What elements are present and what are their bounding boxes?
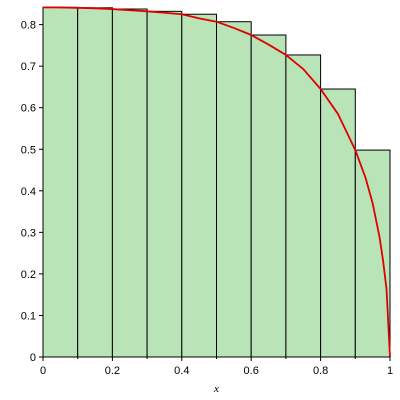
bar-10 bbox=[354, 149, 391, 358]
y-tick-label: 0.7 bbox=[21, 61, 36, 73]
bar-8 bbox=[285, 54, 322, 358]
x-tick-label: 1 bbox=[387, 365, 393, 377]
y-tick-label: 0.6 bbox=[21, 103, 36, 115]
y-tick-label: 0 bbox=[30, 352, 36, 364]
x-tick-label: 0 bbox=[40, 365, 46, 377]
x-tick-label: 0.8 bbox=[313, 365, 328, 377]
x-tick-label: 0.6 bbox=[244, 365, 259, 377]
y-tick-label: 0.4 bbox=[21, 186, 36, 198]
x-tick-label: 0.4 bbox=[174, 365, 189, 377]
bar-4 bbox=[146, 10, 183, 358]
bar-6 bbox=[216, 21, 252, 358]
y-tick-label: 0.1 bbox=[21, 310, 36, 322]
bar-2 bbox=[77, 7, 113, 358]
curve-line bbox=[42, 6, 391, 358]
bar-1 bbox=[42, 6, 79, 358]
bars bbox=[42, 6, 391, 358]
y-tick-label: 0.2 bbox=[21, 269, 36, 281]
y-tick-label: 0.5 bbox=[21, 144, 36, 156]
bar-5 bbox=[181, 13, 218, 358]
y-tick-label: 0.8 bbox=[21, 20, 36, 32]
curve-layer bbox=[42, 6, 391, 358]
bar-9 bbox=[320, 88, 356, 358]
x-tick-label: 0.2 bbox=[105, 365, 120, 377]
x-axis-label: x bbox=[213, 383, 219, 395]
bar-7 bbox=[250, 34, 287, 358]
bar-3 bbox=[111, 8, 148, 358]
y-tick-label: 0.3 bbox=[21, 227, 36, 239]
ticks: 0 0.2 0.4 0.6 0.8 1 0 0.1 0.2 0.3 0.4 0.5 0.6 0.7 0.8 bbox=[21, 20, 393, 377]
